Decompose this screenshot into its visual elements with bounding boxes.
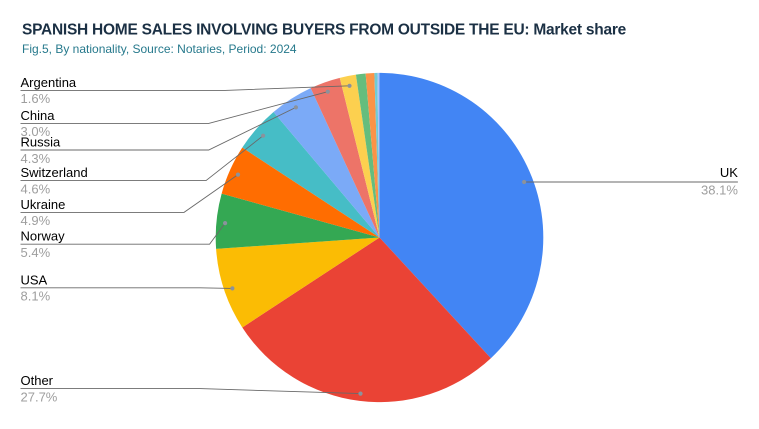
svg-text:4.3%: 4.3% (21, 151, 51, 166)
svg-text:1.6%: 1.6% (21, 91, 51, 106)
svg-text:4.6%: 4.6% (21, 181, 51, 196)
svg-text:Ukraine: Ukraine (21, 197, 66, 212)
svg-text:Argentina: Argentina (21, 75, 77, 90)
svg-text:Other: Other (21, 373, 54, 388)
svg-text:Fig.5, By nationality, Source:: Fig.5, By nationality, Source: Notaries,… (22, 42, 297, 56)
svg-text:27.7%: 27.7% (21, 389, 58, 404)
svg-text:China: China (21, 108, 56, 123)
svg-text:3.0%: 3.0% (21, 124, 51, 139)
svg-text:8.1%: 8.1% (21, 289, 51, 304)
svg-text:Russia: Russia (21, 135, 62, 150)
svg-text:UK: UK (720, 165, 738, 180)
svg-text:Norway: Norway (21, 229, 66, 244)
svg-text:Switzerland: Switzerland (21, 165, 88, 180)
svg-text:38.1%: 38.1% (701, 183, 738, 198)
svg-text:USA: USA (21, 272, 48, 287)
svg-text:SPANISH HOME SALES INVOLVING B: SPANISH HOME SALES INVOLVING BUYERS FROM… (22, 22, 627, 39)
svg-text:5.4%: 5.4% (21, 245, 51, 260)
svg-text:4.9%: 4.9% (21, 213, 51, 228)
